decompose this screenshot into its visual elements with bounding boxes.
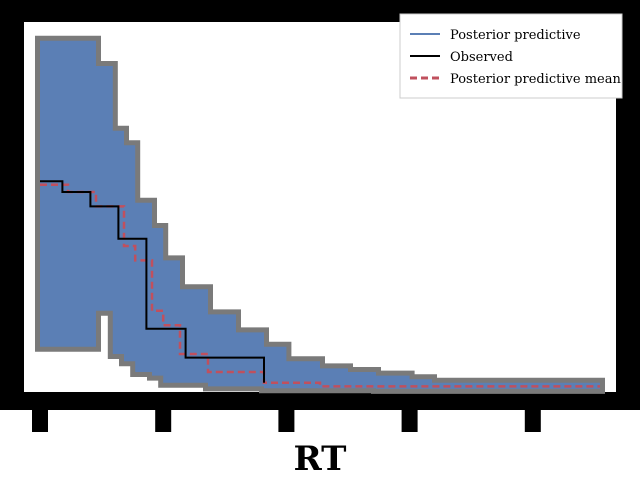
legend-label-posterior-predictive: Posterior predictive	[450, 28, 581, 43]
series-observed-line	[40, 180, 265, 383]
line-layer	[40, 180, 600, 388]
x-tick-1	[155, 410, 172, 432]
x-tick-0	[32, 410, 48, 432]
legend: Posterior predictive Observed Posterior …	[399, 13, 623, 99]
legend-label-observed: Observed	[450, 50, 513, 65]
x-tick-4	[524, 410, 541, 432]
x-tick-2	[278, 410, 295, 432]
legend-label-posterior-mean: Posterior predictive mean	[450, 72, 621, 87]
tick-layer	[32, 410, 541, 432]
x-axis-label: RT	[294, 439, 347, 479]
series-posterior-predictive-band	[40, 40, 600, 389]
x-tick-3	[401, 410, 418, 432]
band-layer	[35, 35, 605, 394]
